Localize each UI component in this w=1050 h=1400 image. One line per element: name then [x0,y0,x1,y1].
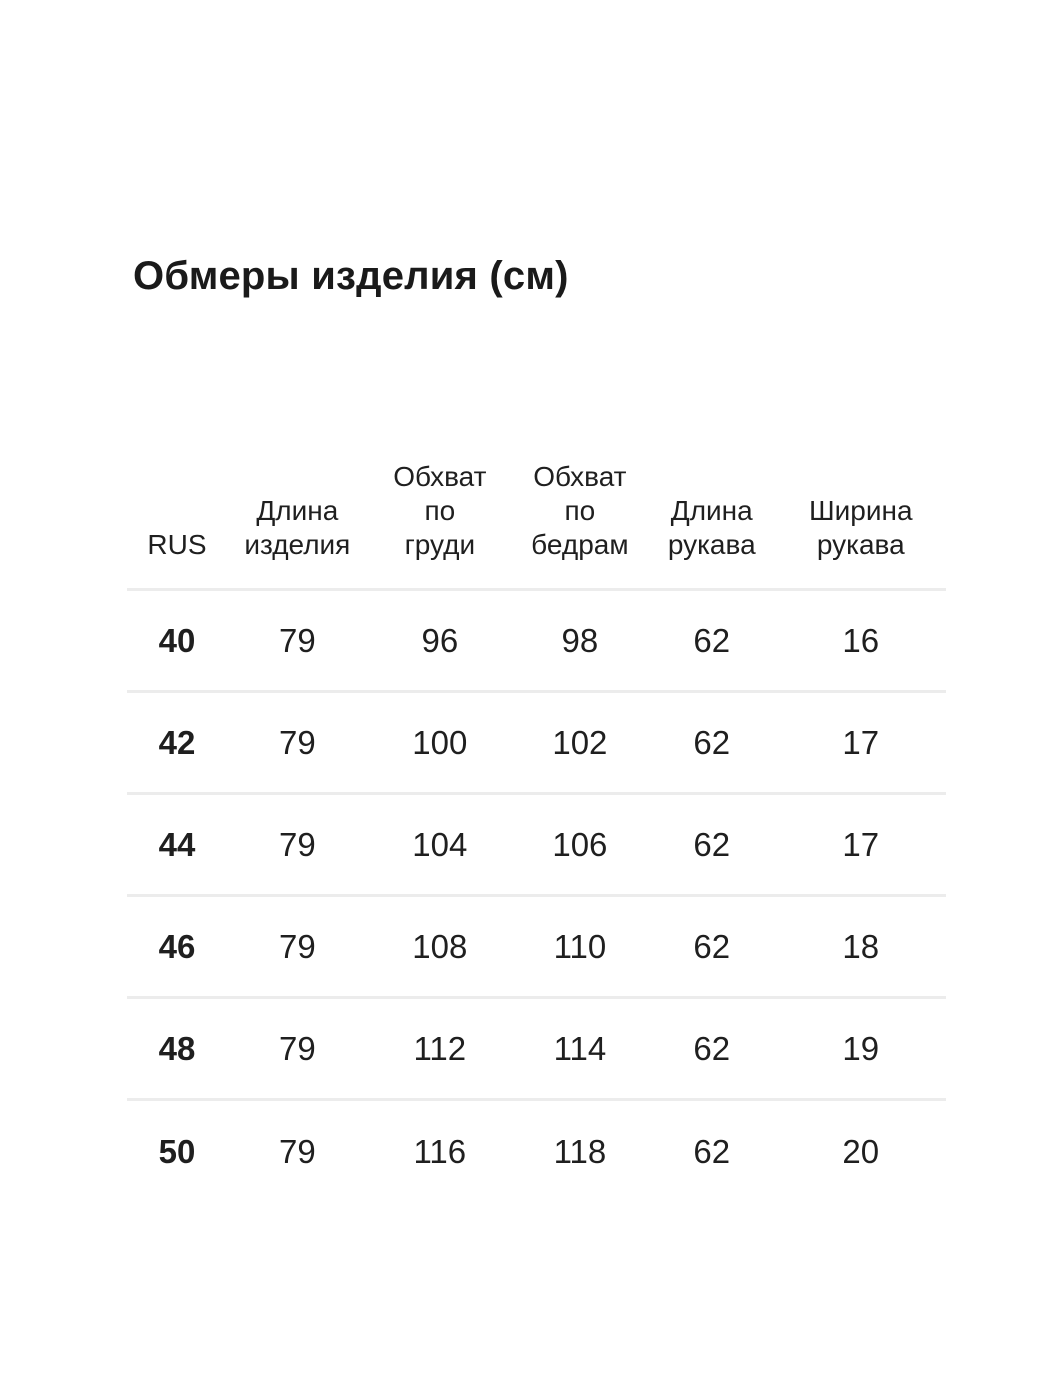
measurement-sleeve-length: 62 [693,825,731,863]
measurement-sleeve-width: 16 [842,621,880,659]
measurement-hip-girth: 106 [552,825,608,863]
measurement-sleeve-length: 62 [693,927,731,965]
size-value: 40 [158,621,196,659]
measurement-chest-girth: 116 [413,1133,467,1170]
size-row-50: 50 79 116 118 62 20 [127,1101,946,1203]
size-table: RUS Длина изделия Обхват по груди Обхват по бедр… [127,460,946,1203]
measurement-item-length: 79 [278,723,316,761]
measurement-item-length: 79 [278,825,316,863]
size-row-44: 44 79 104 106 62 17 [127,795,946,897]
size-value: 46 [158,927,196,965]
column-header-hip-girth: Обхват по бедрам [531,461,629,560]
measurement-sleeve-length: 62 [693,621,731,659]
measurement-sleeve-width: 18 [842,927,880,965]
size-chart-title: Обмеры изделия (см) [133,254,569,298]
size-value: 48 [158,1029,196,1067]
column-header-rus: RUS [147,529,207,560]
column-header-chest-girth: Обхват по груди [393,461,487,560]
size-value: 50 [158,1133,196,1170]
measurement-hip-girth: 118 [553,1133,607,1170]
measurement-hip-girth: 110 [553,927,607,965]
size-row-48: 48 79 112 114 62 19 [127,999,946,1101]
measurement-hip-girth: 102 [552,723,608,761]
measurement-item-length: 79 [278,927,316,965]
size-value: 44 [158,825,196,863]
measurement-item-length: 79 [278,621,316,659]
size-table-body: 40 79 96 98 62 16 42 79 100 102 62 17 44 79 104 106 62 17… [127,591,946,1203]
column-header-sleeve-length: Длина рукава [667,495,756,560]
column-header-item-length: Длина изделия [244,495,351,560]
size-row-42: 42 79 100 102 62 17 [127,693,946,795]
measurement-sleeve-length: 62 [693,1133,731,1170]
measurement-hip-girth: 98 [561,621,599,659]
measurement-chest-girth: 100 [412,723,468,761]
measurement-sleeve-length: 62 [693,723,731,761]
measurement-chest-girth: 112 [413,1029,467,1067]
measurement-sleeve-width: 17 [842,825,880,863]
size-value: 42 [158,723,196,761]
measurement-item-length: 79 [278,1029,316,1067]
size-row-46: 46 79 108 110 62 18 [127,897,946,999]
measurement-item-length: 79 [278,1133,316,1170]
measurement-chest-girth: 108 [412,927,468,965]
measurement-sleeve-width: 19 [842,1029,880,1067]
measurement-chest-girth: 104 [412,825,468,863]
measurement-sleeve-width: 20 [842,1133,880,1170]
column-header-sleeve-width: Ширина рукава [809,495,913,560]
size-chart-section: Обмеры изделия (см) RUS Длина изделия Обхва… [127,252,946,1203]
measurement-chest-girth: 96 [421,621,459,659]
measurement-hip-girth: 114 [553,1029,607,1067]
measurement-sleeve-width: 17 [842,723,880,761]
size-table-header-row: RUS Длина изделия Обхват по груди Обхват по бедр… [127,460,946,591]
measurement-sleeve-length: 62 [693,1029,731,1067]
size-row-40: 40 79 96 98 62 16 [127,591,946,693]
